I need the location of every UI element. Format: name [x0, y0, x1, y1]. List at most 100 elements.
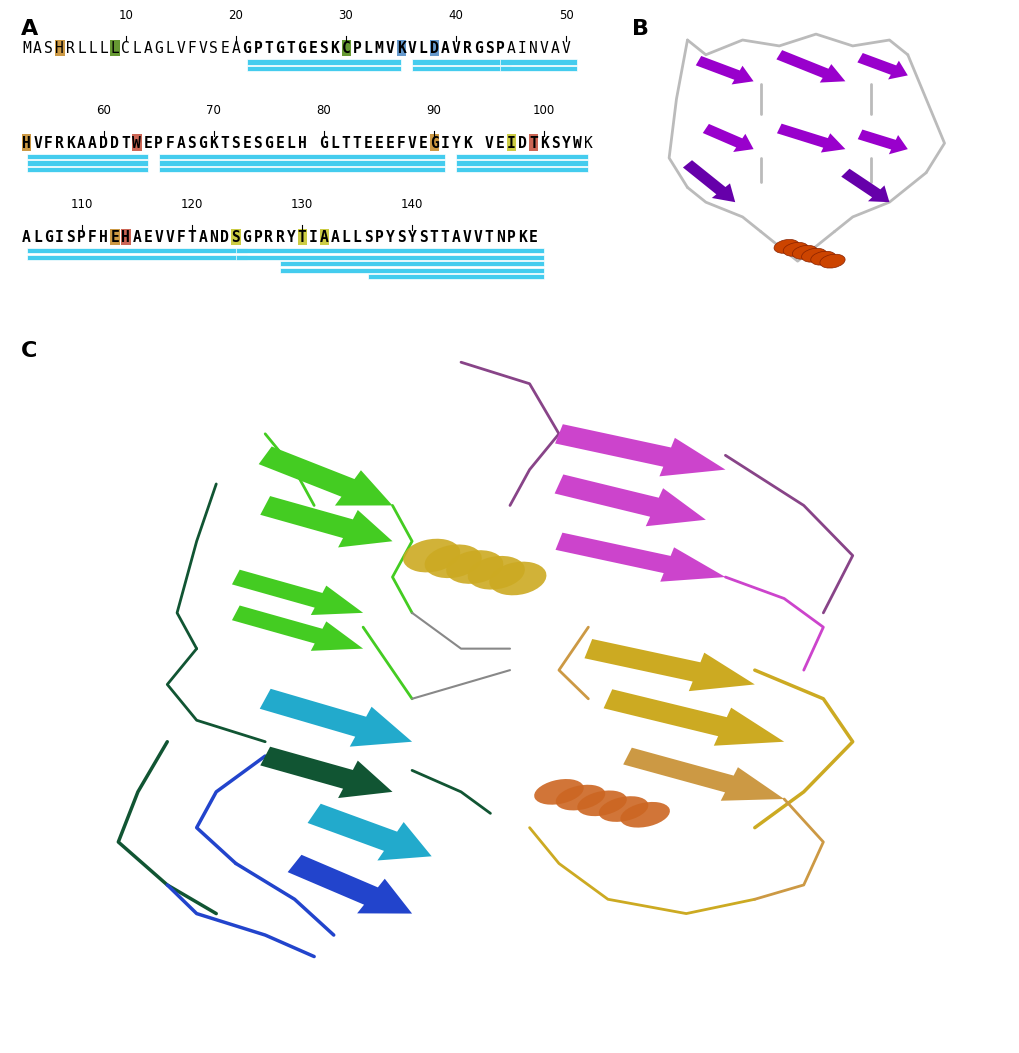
Text: K: K	[66, 136, 74, 151]
Text: E: E	[374, 136, 383, 151]
Text: M: M	[374, 41, 383, 57]
Ellipse shape	[620, 802, 669, 828]
Text: T: T	[220, 136, 229, 151]
Text: R: R	[463, 41, 471, 57]
Text: G: G	[319, 136, 328, 151]
Text: B: B	[632, 19, 649, 39]
Text: E: E	[110, 230, 119, 245]
Text: 20: 20	[228, 9, 243, 22]
Text: E: E	[364, 136, 372, 151]
Ellipse shape	[801, 249, 826, 262]
Text: Y: Y	[451, 136, 460, 151]
Text: L: L	[77, 41, 86, 57]
Text: 120: 120	[180, 198, 203, 211]
Bar	[368, 274, 544, 279]
Text: 110: 110	[70, 198, 93, 211]
Text: 90: 90	[426, 103, 441, 117]
Text: E: E	[144, 230, 152, 245]
Text: T: T	[187, 230, 196, 245]
Text: S: S	[419, 230, 427, 245]
Text: A: A	[22, 230, 31, 245]
Text: T: T	[341, 136, 350, 151]
Polygon shape	[554, 424, 725, 476]
Text: 50: 50	[558, 9, 573, 22]
Text: V: V	[165, 230, 174, 245]
Polygon shape	[231, 605, 363, 651]
Ellipse shape	[445, 550, 502, 583]
Text: D: D	[518, 136, 526, 151]
Text: L: L	[110, 41, 119, 57]
Text: 40: 40	[448, 9, 463, 22]
Text: A: A	[144, 41, 152, 57]
Ellipse shape	[819, 254, 845, 269]
Text: P: P	[353, 41, 361, 57]
Text: I: I	[440, 136, 449, 151]
Text: L: L	[330, 136, 339, 151]
Ellipse shape	[810, 252, 836, 265]
Text: I: I	[506, 136, 515, 151]
FancyBboxPatch shape	[110, 229, 119, 245]
Text: T: T	[440, 230, 449, 245]
Text: L: L	[99, 41, 108, 57]
Polygon shape	[603, 690, 784, 746]
Polygon shape	[231, 570, 363, 615]
Text: M: M	[22, 41, 31, 57]
Bar	[279, 261, 544, 266]
Text: S: S	[254, 136, 262, 151]
Text: E: E	[275, 136, 284, 151]
Text: L: L	[165, 41, 174, 57]
Bar	[499, 66, 577, 72]
Bar	[26, 255, 247, 260]
Text: L: L	[364, 41, 372, 57]
Text: A: A	[20, 19, 38, 39]
Text: E: E	[309, 41, 317, 57]
Text: D: D	[110, 136, 119, 151]
Ellipse shape	[577, 791, 627, 816]
Text: L: L	[341, 230, 350, 245]
Bar	[499, 59, 577, 65]
Text: G: G	[298, 41, 306, 57]
Bar	[159, 166, 444, 172]
Text: P: P	[254, 230, 262, 245]
Text: S: S	[66, 230, 74, 245]
Text: G: G	[154, 41, 163, 57]
FancyBboxPatch shape	[528, 135, 538, 151]
Ellipse shape	[598, 796, 648, 822]
Text: W: W	[573, 136, 581, 151]
Text: S: S	[209, 41, 218, 57]
Bar	[455, 154, 588, 159]
Text: G: G	[474, 41, 482, 57]
Text: T: T	[286, 41, 294, 57]
Text: N: N	[209, 230, 218, 245]
Text: T: T	[121, 136, 129, 151]
Text: L: L	[89, 41, 97, 57]
Text: V: V	[474, 230, 482, 245]
Text: E: E	[385, 136, 394, 151]
Ellipse shape	[792, 245, 817, 259]
Polygon shape	[702, 124, 753, 152]
Text: A: A	[451, 230, 460, 245]
Text: K: K	[209, 136, 218, 151]
Text: P: P	[254, 41, 262, 57]
Bar	[26, 166, 148, 172]
Text: P: P	[154, 136, 163, 151]
Polygon shape	[776, 123, 845, 153]
Text: K: K	[463, 136, 471, 151]
Text: A: A	[319, 230, 328, 245]
Polygon shape	[308, 803, 431, 860]
Text: W: W	[132, 136, 141, 151]
Text: V: V	[154, 230, 163, 245]
FancyBboxPatch shape	[319, 229, 328, 245]
Text: V: V	[484, 136, 493, 151]
Polygon shape	[695, 56, 753, 84]
Text: G: G	[243, 230, 251, 245]
Text: S: S	[231, 230, 239, 245]
Polygon shape	[841, 168, 889, 202]
Polygon shape	[287, 855, 412, 914]
Bar	[279, 267, 544, 273]
Text: 130: 130	[290, 198, 313, 211]
Bar	[412, 59, 511, 65]
Polygon shape	[683, 160, 735, 202]
Text: E: E	[529, 230, 537, 245]
Text: D: D	[99, 136, 108, 151]
